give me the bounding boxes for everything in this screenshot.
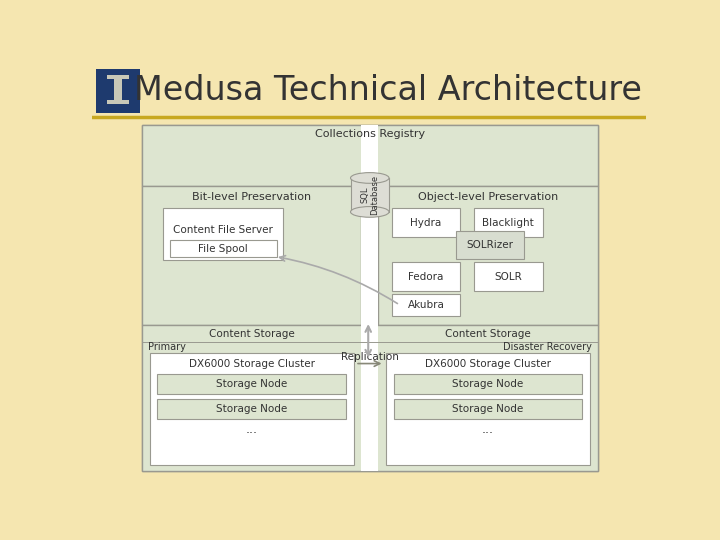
FancyBboxPatch shape <box>142 125 598 186</box>
Bar <box>351 178 389 212</box>
FancyBboxPatch shape <box>157 374 346 394</box>
FancyBboxPatch shape <box>474 262 543 291</box>
Text: ...: ... <box>246 423 258 436</box>
Text: Disaster Recovery: Disaster Recovery <box>503 342 592 352</box>
Text: Replication: Replication <box>341 353 399 362</box>
Text: File Spool: File Spool <box>198 244 248 254</box>
Text: Storage Node: Storage Node <box>452 404 523 414</box>
Text: Storage Node: Storage Node <box>216 404 287 414</box>
Text: Content File Server: Content File Server <box>173 225 273 234</box>
Text: SOLRizer: SOLRizer <box>467 240 513 250</box>
FancyBboxPatch shape <box>157 399 346 419</box>
Text: SOLR: SOLR <box>495 272 522 281</box>
FancyBboxPatch shape <box>378 186 598 325</box>
Text: Blacklight: Blacklight <box>482 218 534 228</box>
Ellipse shape <box>351 173 389 183</box>
Text: Medusa Technical Architecture: Medusa Technical Architecture <box>135 75 642 107</box>
FancyBboxPatch shape <box>386 353 590 465</box>
Text: DX6000 Storage Cluster: DX6000 Storage Cluster <box>425 359 551 369</box>
Text: Collections Registry: Collections Registry <box>315 129 425 139</box>
FancyBboxPatch shape <box>107 75 129 79</box>
Text: SQL
Database: SQL Database <box>360 175 379 215</box>
FancyBboxPatch shape <box>114 79 122 100</box>
Text: Primary: Primary <box>148 342 186 352</box>
FancyBboxPatch shape <box>394 374 582 394</box>
Text: Fedora: Fedora <box>408 272 444 281</box>
FancyBboxPatch shape <box>474 208 543 237</box>
FancyBboxPatch shape <box>142 125 598 471</box>
FancyBboxPatch shape <box>142 186 361 325</box>
Text: Bit-level Preservation: Bit-level Preservation <box>192 192 311 202</box>
FancyBboxPatch shape <box>456 231 523 259</box>
Text: DX6000 Storage Cluster: DX6000 Storage Cluster <box>189 359 315 369</box>
FancyBboxPatch shape <box>361 125 378 471</box>
FancyBboxPatch shape <box>163 208 283 260</box>
FancyBboxPatch shape <box>92 65 647 117</box>
Text: Storage Node: Storage Node <box>216 379 287 389</box>
FancyBboxPatch shape <box>107 100 129 104</box>
FancyBboxPatch shape <box>394 399 582 419</box>
Text: Object-level Preservation: Object-level Preservation <box>418 192 558 202</box>
FancyBboxPatch shape <box>170 240 276 257</box>
FancyBboxPatch shape <box>392 294 460 316</box>
Text: Storage Node: Storage Node <box>452 379 523 389</box>
FancyBboxPatch shape <box>96 69 140 113</box>
Text: Hydra: Hydra <box>410 218 441 228</box>
FancyBboxPatch shape <box>392 208 460 237</box>
Text: ...: ... <box>482 423 494 436</box>
Text: Content Storage: Content Storage <box>445 329 531 339</box>
Text: Content Storage: Content Storage <box>209 329 294 339</box>
FancyBboxPatch shape <box>142 325 598 471</box>
Ellipse shape <box>351 206 389 217</box>
FancyBboxPatch shape <box>392 262 460 291</box>
Text: Akubra: Akubra <box>408 300 444 310</box>
FancyBboxPatch shape <box>150 353 354 465</box>
